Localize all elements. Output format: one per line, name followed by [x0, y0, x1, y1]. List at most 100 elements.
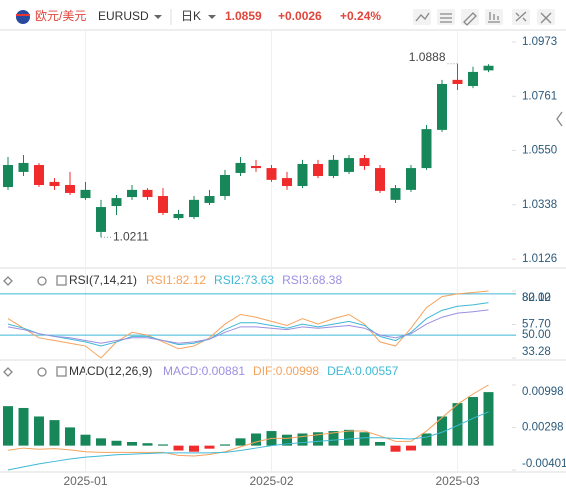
tool-button[interactable]: [437, 9, 455, 25]
tool-icon: [415, 12, 430, 22]
macd-bar: [142, 443, 153, 446]
flag-icon: [16, 10, 30, 24]
flag-stripe: [16, 14, 30, 16]
tool-button[interactable]: [413, 9, 431, 25]
legend-entry: RSI2:73.63: [214, 273, 274, 287]
macd-bar: [189, 445, 199, 452]
macd-bar: [34, 416, 44, 446]
dropdown-arrow[interactable]: [154, 15, 162, 19]
candle-body: [251, 166, 261, 169]
candle-body: [158, 196, 168, 213]
expand-icon[interactable]: [56, 366, 67, 377]
y-tick-label: -0.00401: [522, 458, 566, 470]
candle-body: [452, 79, 463, 84]
candle-body: [359, 158, 370, 167]
candle-body: [80, 189, 91, 199]
annotation: 1.0888: [409, 50, 446, 64]
y-tick-label: 1.0973: [522, 36, 557, 48]
candle-body: [34, 165, 44, 185]
candle-body: [297, 163, 308, 187]
candle-body: [328, 159, 339, 177]
change: +0.0026: [278, 9, 322, 23]
candle-body: [390, 188, 401, 200]
y-tick-label: 1.0550: [522, 144, 557, 156]
legend-entry: RSI1:82.12: [146, 273, 206, 287]
indicator-title: RSI(7,14,21): [69, 273, 137, 287]
legend-entry: MACD:0.00881: [163, 364, 245, 378]
candle-body: [173, 213, 184, 219]
settings-icon[interactable]: [37, 276, 47, 286]
macd-bar: [18, 407, 29, 446]
macd-bar: [313, 432, 323, 446]
candle-body: [235, 162, 246, 173]
tool-icon: [440, 13, 452, 23]
y-tick-label: 1.0761: [522, 90, 557, 102]
hide-icon[interactable]: [3, 367, 13, 377]
y-tick-label: 33.28: [522, 346, 551, 358]
legend-entry: DEA:0.00557: [327, 364, 399, 378]
candle-body: [3, 165, 13, 188]
macd-bar: [344, 429, 354, 446]
macd-bar: [3, 406, 13, 446]
macd-bar: [49, 420, 60, 446]
candle-body: [204, 196, 215, 203]
indicator-line: [7, 302, 489, 347]
symbol[interactable]: EURUSD: [98, 9, 149, 23]
candle-body: [437, 83, 447, 130]
macd-bar: [96, 438, 106, 446]
x-tick-label: 2025-02: [249, 474, 293, 488]
collapse-arrow[interactable]: [556, 111, 563, 127]
macd-bar: [65, 427, 75, 446]
indicator-line: [7, 309, 489, 344]
indicator-line: [7, 384, 489, 457]
price: 1.0859: [225, 9, 262, 23]
macd-bar: [204, 445, 215, 449]
macd-bar: [173, 445, 184, 451]
tool-button[interactable]: [537, 9, 555, 25]
y-tick-label: 1.0126: [522, 253, 557, 265]
macd-bar: [421, 433, 432, 446]
indicator-line: [7, 411, 489, 471]
period[interactable]: 日K: [181, 9, 201, 23]
candle-body: [375, 168, 385, 191]
legend-entry: DIF:0.00998: [253, 364, 319, 378]
candle-body: [142, 189, 153, 198]
candle-body: [313, 163, 323, 177]
candle-body: [468, 71, 478, 87]
settings-icon[interactable]: [37, 367, 47, 377]
candle-body: [18, 162, 29, 172]
macd-bar: [251, 433, 261, 446]
macd-bar: [452, 403, 463, 446]
macd-bar: [406, 445, 416, 451]
candle-body: [189, 199, 199, 218]
rsi-header: RSI(7,14,21): [3, 273, 137, 287]
macd-bar: [127, 441, 137, 446]
indicator-line: [7, 290, 489, 359]
candle-body: [96, 207, 106, 232]
macd-bar: [328, 431, 339, 446]
candle-body: [282, 178, 292, 187]
expand-icon[interactable]: [56, 275, 67, 286]
pair-name[interactable]: 欧元/美元: [35, 9, 86, 23]
y-tick-label: 0.00998: [522, 386, 564, 398]
macd-bar: [235, 438, 246, 446]
tool-icon: [540, 12, 552, 24]
y-tick-label: 1.0338: [522, 199, 557, 211]
hide-icon[interactable]: [3, 276, 13, 286]
dropdown-arrow[interactable]: [208, 15, 216, 19]
candle-body: [49, 181, 60, 187]
tool-icon: [515, 11, 527, 22]
candle-body: [483, 65, 494, 71]
macd-header: MACD(12,26,9): [3, 364, 152, 378]
toolbar: 欧元/美元 EURUSD 日K 1.0859 +0.0026 +0.24%: [16, 9, 555, 26]
change-percent: +0.24%: [340, 9, 381, 23]
x-tick-label: 2025-01: [63, 474, 107, 488]
macd-bar: [437, 416, 447, 446]
candle-body: [344, 158, 354, 172]
macd-bar: [80, 434, 91, 446]
y-tick-label: 80.00: [522, 292, 551, 304]
tool-icon: [488, 12, 500, 23]
macd-bar: [359, 432, 370, 446]
macd-bar: [297, 433, 308, 446]
